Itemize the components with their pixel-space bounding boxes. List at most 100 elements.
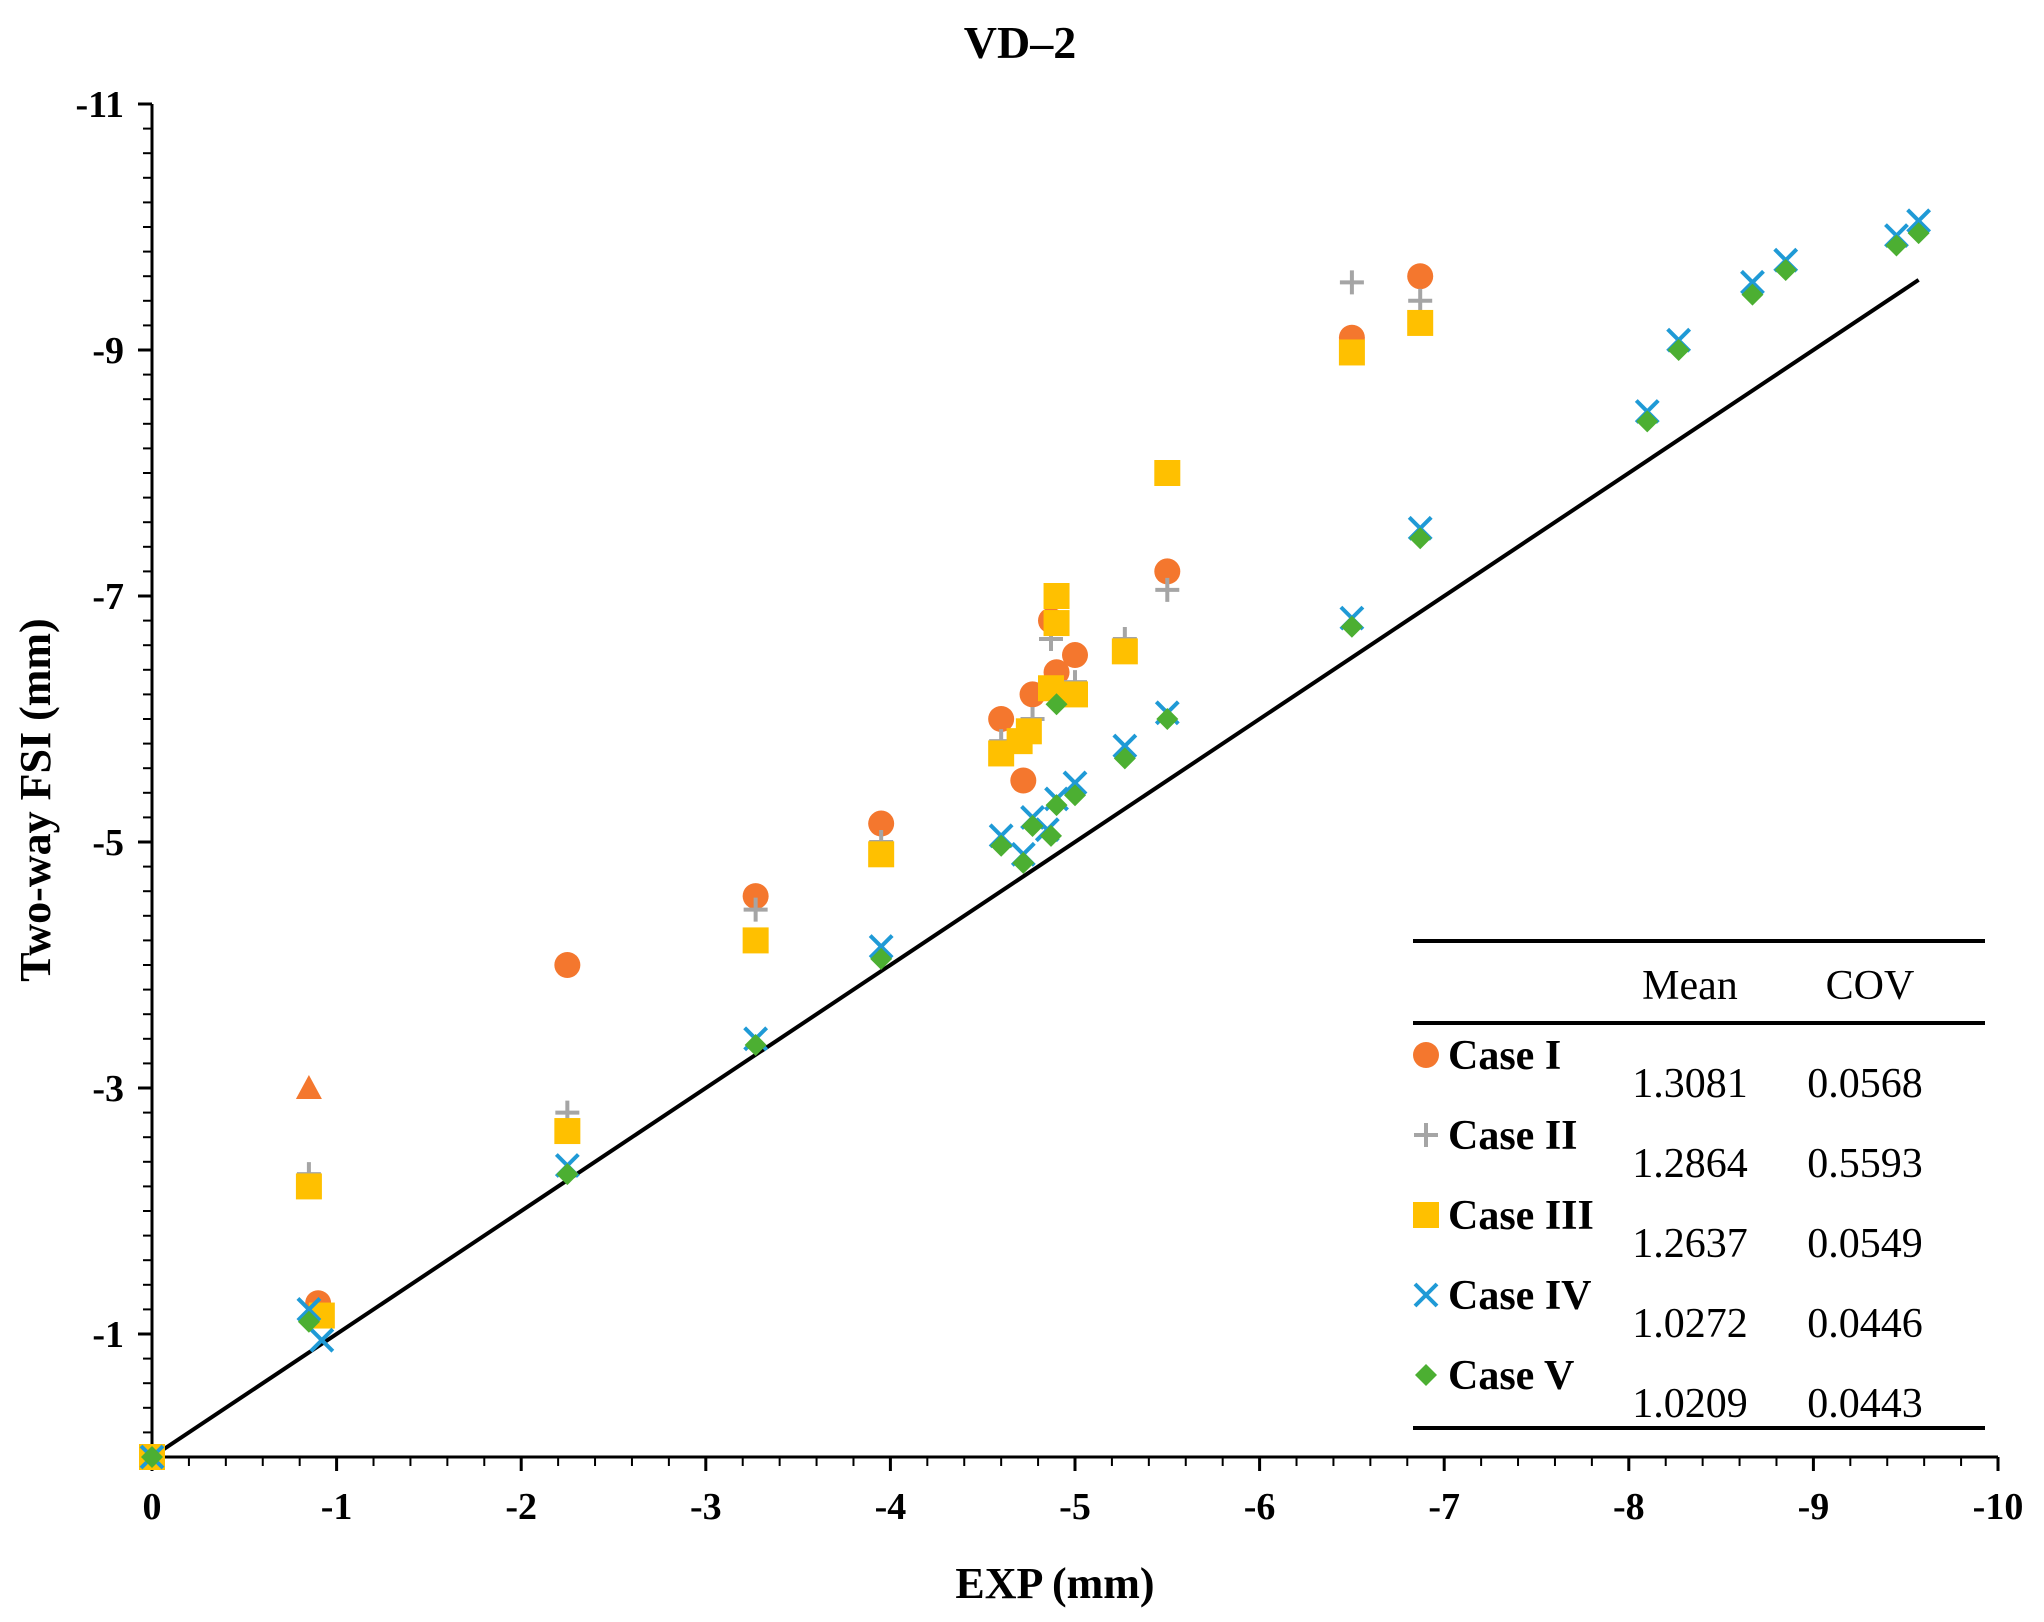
data-point — [1407, 263, 1434, 290]
data-point — [1907, 222, 1930, 245]
data-point — [1774, 259, 1797, 282]
data-point — [743, 897, 768, 922]
table-row: Case V 1.0209 0.0443 — [1415, 1353, 1923, 1427]
data-point — [295, 1173, 322, 1200]
data-point — [1043, 583, 1070, 609]
data-point — [554, 952, 581, 978]
reference-line — [150, 278, 1920, 1459]
data-point — [1906, 208, 1932, 234]
data-point — [870, 947, 893, 970]
data-point — [1154, 558, 1181, 585]
data-point — [1040, 824, 1063, 847]
data-point — [297, 1310, 320, 1333]
x-axis-title: EXP (mm) — [955, 1559, 1154, 1608]
table-mean-value: 1.2864 — [1632, 1141, 1748, 1187]
data-point — [296, 1296, 322, 1322]
x-tick-label: 0 — [143, 1486, 162, 1528]
data-point — [868, 810, 895, 837]
table-cov-value: 0.0549 — [1807, 1221, 1923, 1267]
legend-label: Case I — [1448, 1033, 1561, 1079]
table-row: Case I 1.3081 0.0568 — [1413, 1033, 1923, 1107]
x-tick-label: -1 — [321, 1486, 353, 1528]
x-tick-label: -4 — [875, 1486, 907, 1528]
legend-marker — [1413, 1282, 1439, 1308]
data-point — [1338, 339, 1365, 366]
reference-line-layer — [150, 278, 1920, 1459]
y-tick-label: -1 — [92, 1314, 124, 1356]
legend-label: Case IV — [1448, 1273, 1592, 1319]
table-mean-value: 1.0209 — [1632, 1381, 1748, 1427]
table-mean-value: 1.0272 — [1632, 1301, 1748, 1347]
data-point — [1062, 770, 1088, 796]
legend-label: Case V — [1448, 1353, 1574, 1399]
table-mean-value: 1.2637 — [1632, 1221, 1748, 1267]
data-point — [1156, 708, 1179, 730]
x-tick-label: -5 — [1059, 1486, 1091, 1528]
series-case-iii — [139, 309, 1434, 1470]
axes: 0 -1 -2 -3 -4 -5 -6 -7 -8 -9 -10 -1 -3 -5 -7 -9 -11 — [75, 84, 2023, 1528]
data-point — [1154, 460, 1181, 486]
table-header-mean: Mean — [1642, 963, 1738, 1009]
y-tick-label: -9 — [92, 330, 124, 372]
data-point — [141, 1446, 163, 1468]
data-point — [1015, 718, 1042, 745]
series-case-i — [139, 263, 1434, 1470]
table-header-cov: COV — [1826, 963, 1915, 1009]
legend-marker — [1413, 1042, 1439, 1068]
table-cov-value: 0.5593 — [1807, 1141, 1923, 1187]
x-tick-label: -2 — [505, 1486, 537, 1528]
data-point — [556, 1163, 579, 1186]
data-point — [1408, 288, 1433, 313]
y-tick-label: -11 — [75, 84, 124, 126]
y-tick-label: -5 — [92, 822, 124, 864]
data-point — [1409, 527, 1432, 550]
data-point — [1740, 269, 1765, 295]
data-point — [1010, 767, 1037, 794]
y-axis-title: Two-way FSI (mm) — [11, 618, 60, 981]
stats-table: Mean COV Case I 1.3081 0.0568 Case II 1.2864 0.… — [1413, 939, 1985, 1430]
data-point — [1021, 815, 1044, 838]
data-point — [309, 1327, 335, 1353]
series-case-v — [141, 222, 1930, 1468]
series-case-iv — [139, 208, 1932, 1470]
legend-marker — [1413, 1202, 1439, 1228]
data-point — [742, 883, 769, 910]
table-row: Case III 1.2637 0.0549 — [1413, 1193, 1923, 1267]
chart-title: VD–2 — [964, 17, 1076, 68]
x-tick-label: -8 — [1613, 1486, 1645, 1528]
y-tick-label: -7 — [92, 576, 124, 618]
series-case-ii — [140, 270, 1433, 1469]
data-point — [1667, 339, 1690, 361]
data-point — [1340, 615, 1363, 638]
data-point — [868, 841, 895, 868]
data-point — [1045, 693, 1068, 716]
data-point — [1043, 610, 1070, 637]
x-tick-label: -9 — [1798, 1486, 1830, 1528]
data-point — [1407, 309, 1434, 336]
data-point — [868, 934, 894, 959]
legend-label: Case III — [1448, 1193, 1594, 1239]
legend-label: Case II — [1448, 1113, 1578, 1159]
legend-marker — [1415, 1364, 1437, 1386]
x-tick-label: -3 — [690, 1486, 722, 1528]
table-cov-value: 0.0568 — [1807, 1061, 1923, 1107]
x-tick-label: -6 — [1244, 1486, 1276, 1528]
table-cov-value: 0.0446 — [1807, 1301, 1923, 1347]
data-point — [742, 927, 769, 954]
y-tick-label: -3 — [92, 1068, 124, 1110]
data-point — [1012, 851, 1035, 874]
data-point — [1112, 733, 1138, 759]
table-cov-value: 0.0443 — [1807, 1381, 1923, 1427]
legend-marker — [1414, 1123, 1438, 1147]
data-point — [990, 834, 1013, 857]
data-point — [1636, 410, 1659, 433]
data-point — [744, 1033, 767, 1056]
data-point — [1741, 283, 1764, 306]
x-tick-label: -7 — [1428, 1486, 1460, 1528]
data-point — [1339, 270, 1364, 295]
data-point — [1111, 638, 1138, 665]
table-row: Case II 1.2864 0.5593 — [1414, 1113, 1923, 1187]
data-point — [1062, 642, 1088, 669]
table-row: Case IV 1.0272 0.0446 — [1413, 1273, 1923, 1347]
